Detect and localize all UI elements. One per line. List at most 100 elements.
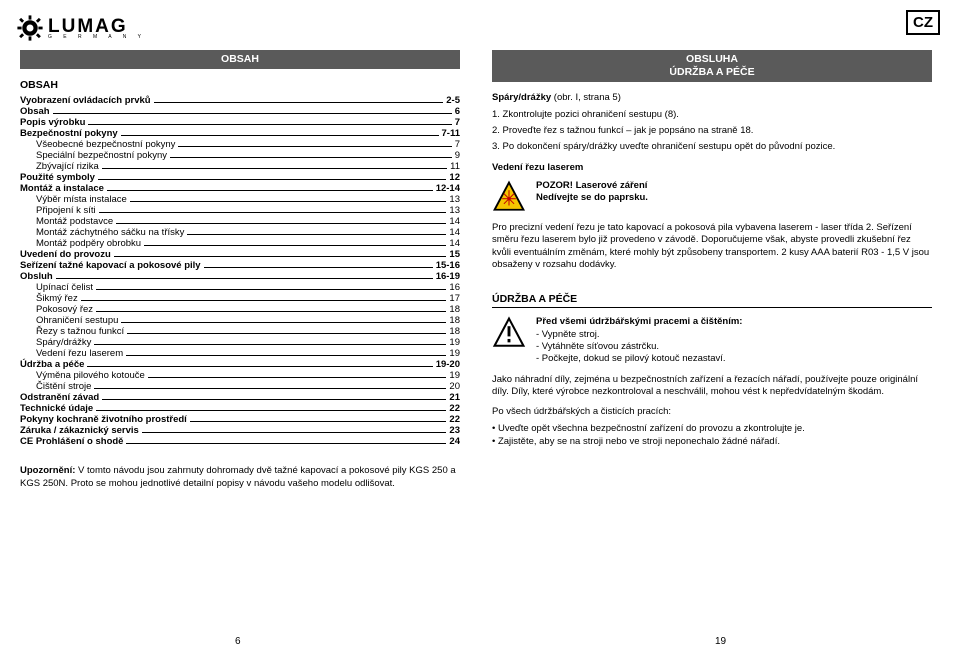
toc-page: 19: [449, 370, 460, 381]
toc-leader: [127, 333, 446, 334]
toc-page: 18: [449, 315, 460, 326]
toc-leader: [53, 113, 452, 114]
note-label: Upozornění:: [20, 465, 75, 476]
toc-leader: [96, 311, 446, 312]
toc-row: Upínací čelist16: [20, 282, 460, 293]
toc-leader: [126, 355, 446, 356]
toc-leader: [126, 443, 446, 444]
toc-page: 7: [455, 139, 460, 150]
toc-leader: [148, 377, 447, 378]
toc-page: 16-19: [436, 271, 460, 282]
toc-page: 14: [449, 238, 460, 249]
toc-label: Obsah: [20, 106, 50, 117]
toc-row: Montáž záchytného sáčku na třísky14: [20, 227, 460, 238]
toc-row: Výběr místa instalace 13: [20, 194, 460, 205]
model-note: Upozornění: V tomto návodu jsou zahrnuty…: [20, 465, 460, 491]
toc-label: Odstranění závad: [20, 392, 99, 403]
toc-page: 20: [449, 381, 460, 392]
toc-label: Montáž podstavce: [36, 216, 113, 227]
toc-leader: [121, 322, 446, 323]
toc-row: Všeobecné bezpečnostní pokyny7: [20, 139, 460, 150]
toc-label: Pokosový řez: [36, 304, 93, 315]
laser-warn-1: POZOR! Laserové záření: [536, 180, 648, 192]
toc-page: 24: [449, 436, 460, 447]
toc-label: Montáž a instalace: [20, 183, 104, 194]
right-title-bar: OBSLUHA ÚDRŽBA A PÉČE: [492, 50, 932, 82]
laser-warn-2: Nedívejte se do paprsku.: [536, 192, 648, 204]
toc-label: Montáž podpěry obrobku: [36, 238, 141, 249]
laser-para: Pro precizní vedení řezu je tato kapovac…: [492, 222, 932, 271]
udrzba-para-1: Jako náhradní díly, zejména u bezpečnost…: [492, 374, 932, 399]
toc-leader: [96, 289, 446, 290]
toc-label: Ohraničení sestupu: [36, 315, 118, 326]
page-number-right: 19: [715, 636, 726, 647]
toc-leader: [94, 344, 446, 345]
toc-label: Šikmý řez: [36, 293, 78, 304]
toc-leader: [190, 421, 447, 422]
toc-label: Výběr místa instalace: [36, 194, 127, 205]
toc-row: Vyobrazení ovládacích prvků2-5: [20, 95, 460, 106]
toc-label: Čištění stroje: [36, 381, 91, 392]
toc-row: Popis výrobku7: [20, 117, 460, 128]
toc-page: 13: [449, 194, 460, 205]
toc-label: CE Prohlášení o shodě: [20, 436, 123, 447]
warn-2: - Vytáhněte síťovou zástrčku.: [536, 341, 742, 353]
toc-label: Připojení k síti: [36, 205, 96, 216]
toc-leader: [102, 399, 446, 400]
toc-page: 17: [449, 293, 460, 304]
toc-label: Obsluh: [20, 271, 53, 282]
spary-step-3: 3. Po dokončení spáry/drážky uveďte ohra…: [492, 141, 932, 153]
toc-row: Bezpečnostní pokyny7-11: [20, 128, 460, 139]
toc-page: 13: [449, 205, 460, 216]
toc-page: 19: [449, 348, 460, 359]
toc-page: 15: [449, 249, 460, 260]
left-title-bar: OBSAH: [20, 50, 460, 69]
warning-icon: [492, 316, 526, 350]
toc-label: Spáry/drážky: [36, 337, 91, 348]
toc-leader: [144, 245, 446, 246]
udrzba-bullet-2: • Zajistěte, aby se na stroji nebo ve st…: [492, 436, 932, 448]
toc-label: Upínací čelist: [36, 282, 93, 293]
udrzba-bullet-1: • Uveďte opět všechna bezpečnostní zaříz…: [492, 423, 932, 435]
toc-leader: [94, 388, 446, 389]
udrzba-bullets: • Uveďte opět všechna bezpečnostní zaříz…: [492, 423, 932, 449]
right-column: OBSLUHA ÚDRŽBA A PÉČE Spáry/drážky (obr.…: [492, 50, 932, 491]
toc-row: Pokosový řez18: [20, 304, 460, 315]
toc-row: Obsah6: [20, 106, 460, 117]
toc-row: Pokyny kochraně životního prostředí22: [20, 414, 460, 425]
toc-row: Vedení řezu laserem 19: [20, 348, 460, 359]
toc-page: 12-14: [436, 183, 460, 194]
toc-leader: [114, 256, 447, 257]
warn-head: Před všemi údržbářskými pracemi a čištěn…: [536, 316, 742, 328]
toc-label: Popis výrobku: [20, 117, 85, 128]
toc-heading: OBSAH: [20, 79, 460, 91]
toc-leader: [187, 234, 446, 235]
page-number-left: 6: [235, 636, 241, 647]
toc-page: 22: [449, 403, 460, 414]
toc-leader: [154, 102, 444, 103]
toc-leader: [116, 223, 446, 224]
toc-row: Údržba a péče 19-20: [20, 359, 460, 370]
toc-row: Ohraničení sestupu 18: [20, 315, 460, 326]
toc-leader: [88, 124, 451, 125]
toc-row: Spáry/drážky19: [20, 337, 460, 348]
toc-leader: [81, 300, 447, 301]
left-column: OBSAH OBSAH Vyobrazení ovládacích prvků2…: [20, 50, 460, 491]
toc: Vyobrazení ovládacích prvků2-5Obsah6Popi…: [20, 95, 460, 447]
toc-leader: [121, 135, 439, 136]
toc-leader: [170, 157, 452, 158]
udrzba-para-2: Po všech údržbářských a čisticích pracíc…: [492, 406, 932, 418]
laser-heading: Vedení řezu laserem: [492, 162, 932, 174]
udrzba-title: ÚDRŽBA A PÉČE: [492, 293, 932, 305]
spary-head-rest: (obr. I, strana 5): [551, 92, 621, 103]
toc-page: 19-20: [436, 359, 460, 370]
toc-label: Údržba a péče: [20, 359, 84, 370]
toc-row: Montáž podpěry obrobku 14: [20, 238, 460, 249]
toc-label: Vedení řezu laserem: [36, 348, 123, 359]
spary-head-bold: Spáry/drážky: [492, 92, 551, 103]
right-title-l2: ÚDRŽBA A PÉČE: [669, 66, 754, 78]
toc-label: Montáž záchytného sáčku na třísky: [36, 227, 184, 238]
toc-label: Seřízení tažné kapovací a pokosové pily: [20, 260, 201, 271]
language-badge: CZ: [906, 10, 940, 35]
logo-brand: LUMAG: [48, 17, 146, 36]
